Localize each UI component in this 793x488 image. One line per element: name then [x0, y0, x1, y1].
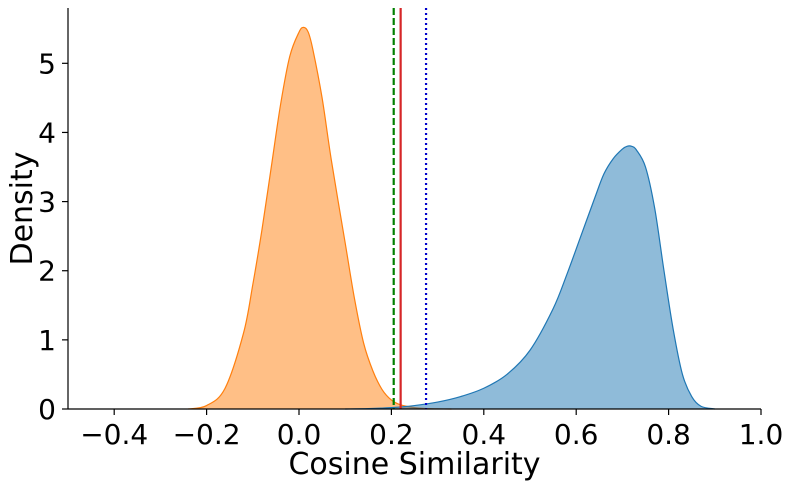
x-axis-label: Cosine Similarity — [288, 447, 540, 482]
x-tick-label: 0.8 — [646, 418, 691, 451]
reference-lines — [392, 8, 428, 409]
y-ticks: 0 1 2 3 4 5 — [38, 47, 68, 426]
y-tick-label: 0 — [38, 393, 56, 426]
density-curve-1 — [188, 26, 452, 410]
y-tick-label: 4 — [38, 116, 56, 149]
y-tick-label: 5 — [38, 47, 56, 80]
x-tick-label: −0.2 — [173, 418, 241, 451]
x-tick-label: 0.0 — [277, 418, 322, 451]
x-tick-label: −0.4 — [80, 418, 148, 451]
axes — [67, 8, 761, 410]
y-tick-label: 2 — [38, 255, 56, 288]
density-curve-2 — [345, 145, 715, 410]
y-tick-label: 3 — [38, 186, 56, 219]
x-tick-label: 0.2 — [369, 418, 414, 451]
y-axis-label: Density — [5, 151, 40, 265]
x-tick-label: 0.6 — [554, 418, 599, 451]
y-tick-label: 1 — [38, 324, 56, 357]
x-ticks: −0.4 −0.2 0.0 0.2 0.4 0.6 0.8 1.0 — [80, 409, 783, 451]
density-area-2 — [345, 145, 715, 409]
x-tick-label: 1.0 — [739, 418, 784, 451]
x-tick-label: 0.4 — [462, 418, 507, 451]
density-area-1 — [188, 27, 452, 410]
series-layer — [188, 26, 715, 410]
